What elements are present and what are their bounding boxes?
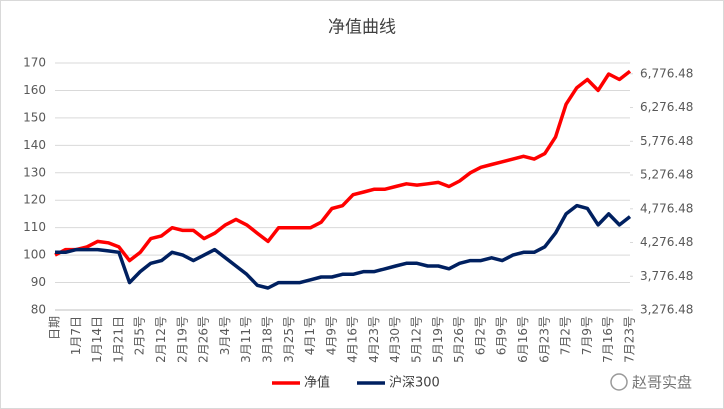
x-tick-label: 2月12号: [154, 316, 168, 363]
y2-tick-label: 5,776.48: [640, 134, 693, 148]
y-tick-label: 140: [23, 138, 46, 152]
x-tick-label: 4月16号: [346, 316, 360, 363]
y-tick-label: 110: [23, 220, 46, 234]
x-tick-label: 7月16号: [601, 316, 615, 363]
y2-tick-label: 5,276.48: [640, 168, 693, 182]
x-tick-label: 2月26号: [197, 316, 211, 363]
series-line: [54, 69, 632, 263]
y-tick-label: 90: [31, 275, 46, 289]
x-tick-label: 3月18号: [260, 316, 274, 363]
x-tick-label: 3月4号: [218, 316, 232, 355]
x-tick-label: 1月21日: [111, 316, 125, 363]
legend-label: 沪深300: [389, 375, 440, 391]
x-tick-label: 日期: [48, 316, 62, 340]
y-tick-label: 170: [23, 56, 46, 70]
y2-tick-label: 3,776.48: [640, 269, 693, 283]
x-tick-label: 6月16号: [516, 316, 530, 363]
y-tick-label: 100: [23, 248, 46, 262]
y2-tick-label: 6,776.48: [640, 66, 693, 80]
chart-title: 净值曲线: [328, 18, 396, 38]
x-tick-label: 4月1号: [303, 316, 317, 355]
x-tick-label: 4月9号: [324, 316, 338, 355]
x-tick-label: 2月19号: [175, 316, 189, 363]
x-tick-label: 1月14日: [90, 316, 104, 363]
x-tick-label: 1月7日: [69, 316, 83, 355]
x-tick-label: 5月19号: [431, 316, 445, 363]
x-tick-label: 2月5号: [133, 316, 147, 355]
y-tick-label: 130: [23, 165, 46, 179]
watermark: 赵哥实盘: [610, 373, 692, 392]
x-tick-label: 6月2号: [473, 316, 487, 355]
x-tick-label: 5月26号: [452, 316, 466, 363]
y2-tick-label: 6,276.48: [640, 100, 693, 114]
y2-tick-label: 4,776.48: [640, 201, 693, 215]
watermark-icon: [610, 373, 628, 391]
x-tick-label: 6月9号: [495, 316, 509, 355]
x-tick-label: 7月9号: [580, 316, 594, 355]
x-tick-label: 3月11号: [239, 316, 253, 363]
x-tick-label: 5月12号: [410, 316, 424, 363]
x-tick-label: 7月23号: [623, 316, 637, 363]
watermark-text: 赵哥实盘: [632, 374, 692, 392]
x-tick-label: 4月23号: [367, 316, 381, 363]
y2-tick-label: 3,276.48: [640, 303, 693, 317]
x-tick-label: 3月25号: [282, 316, 296, 363]
x-tick-label: 6月23号: [537, 316, 551, 363]
y-tick-label: 150: [23, 110, 46, 124]
x-tick-label: 7月2号: [559, 316, 573, 355]
y-tick-label: 160: [23, 83, 46, 97]
y-tick-label: 80: [31, 303, 46, 317]
y-tick-label: 120: [23, 193, 46, 207]
y2-tick-label: 4,276.48: [640, 235, 693, 249]
series-line: [55, 203, 632, 290]
legend-label: 净值: [304, 375, 330, 391]
x-tick-label: 4月30号: [388, 316, 402, 363]
